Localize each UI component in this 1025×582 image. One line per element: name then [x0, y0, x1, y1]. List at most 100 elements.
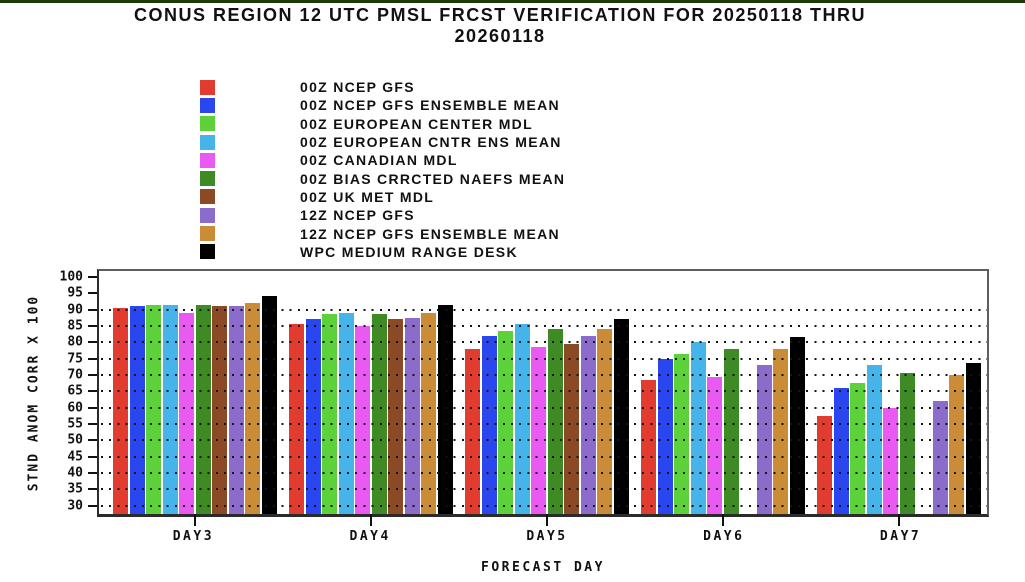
- y-tick-mark: [88, 455, 97, 458]
- bar-day4-00z-european-center-mdl: [322, 314, 338, 514]
- legend-swatch-00z-ncep-gfs-ensemble-mean: [200, 97, 215, 113]
- bar-day3-00z-ncep-gfs: [113, 307, 129, 514]
- legend-label: WPC MEDIUM RANGE DESK: [300, 243, 518, 260]
- chart-title-line1: CONUS REGION 12 UTC PMSL FRCST VERIFICAT…: [134, 5, 866, 25]
- y-tick-mark: [88, 373, 97, 376]
- legend-label: 12Z NCEP GFS: [300, 207, 415, 224]
- bar-day6-12z-ncep-gfs-ensemble-mean: [773, 348, 789, 514]
- bar-day3-12z-ncep-gfs: [228, 306, 244, 514]
- y-tick-mark: [88, 439, 97, 442]
- legend-swatch-00z-european-cntr-ens-mean: [200, 134, 215, 150]
- bar-day6-00z-ncep-gfs-ensemble-mean: [657, 358, 673, 514]
- y-tick-label-55: 55: [67, 416, 83, 432]
- legend-label: 00Z BIAS CRRCTED NAEFS MEAN: [300, 170, 566, 187]
- y-tick-label-35: 35: [67, 481, 83, 497]
- x-tick-mark-day6: [722, 514, 724, 526]
- bar-day6-12z-ncep-gfs: [756, 365, 772, 514]
- x-tick-label-day3: DAY3: [172, 529, 215, 544]
- y-tick-label-75: 75: [67, 351, 83, 367]
- chart-title: CONUS REGION 12 UTC PMSL FRCST VERIFICAT…: [0, 5, 1000, 47]
- bar-day5-wpc-medium-range-desk: [613, 319, 629, 514]
- y-tick-label-90: 90: [67, 302, 83, 318]
- bar-day6-00z-european-cntr-ens-mean: [690, 342, 706, 514]
- x-axis-title: FORECAST DAY: [481, 560, 605, 575]
- bar-day4-00z-canadian-mdl: [355, 325, 371, 514]
- y-tick-mark: [88, 504, 97, 507]
- x-axis-labels: DAY3 DAY4 DAY5 DAY6 DAY7: [97, 529, 989, 544]
- bar-day4-00z-ncep-gfs: [289, 324, 305, 514]
- legend-item-12z-ncep-gfs-ensemble-mean: 12Z NCEP GFS ENSEMBLE MEAN: [200, 224, 565, 242]
- bar-day3-00z-bias-crrcted-naefs-mean: [195, 304, 211, 514]
- y-tick-mark: [88, 471, 97, 474]
- chart-title-line2: 20260118: [454, 26, 546, 46]
- bar-group-day4: [283, 271, 459, 514]
- y-tick-label-95: 95: [67, 285, 83, 301]
- y-tick-label-65: 65: [67, 383, 83, 399]
- legend: 00Z NCEP GFS 00Z NCEP GFS ENSEMBLE MEAN 00…: [200, 78, 565, 261]
- bar-day5-00z-canadian-mdl: [531, 347, 547, 514]
- x-tick-label-day6: DAY6: [703, 529, 745, 544]
- x-tick-label-day7: DAY7: [879, 529, 922, 544]
- bar-day6-wpc-medium-range-desk: [789, 337, 805, 514]
- bar-day4-12z-ncep-gfs-ensemble-mean: [421, 312, 437, 514]
- bar-day3-00z-european-cntr-ens-mean: [162, 304, 178, 514]
- y-tick-label-85: 85: [67, 318, 83, 334]
- bar-day4-00z-bias-crrcted-naefs-mean: [371, 314, 387, 514]
- x-tick-mark-day3: [194, 514, 196, 526]
- y-tick-label-80: 80: [67, 334, 83, 350]
- legend-swatch-00z-european-center-mdl: [200, 116, 215, 132]
- legend-label: 00Z NCEP GFS: [300, 79, 415, 96]
- bar-day3-00z-european-center-mdl: [146, 304, 162, 514]
- bar-day6-00z-ncep-gfs: [641, 379, 657, 514]
- y-tick-mark: [88, 308, 97, 311]
- bar-day5-00z-european-center-mdl: [498, 330, 514, 514]
- bar-day6-00z-canadian-mdl: [707, 376, 723, 514]
- bar-series-container: [99, 271, 987, 514]
- legend-item-wpc-medium-range-desk: WPC MEDIUM RANGE DESK: [200, 243, 565, 261]
- y-tick-mark: [88, 324, 97, 327]
- y-tick-label-45: 45: [67, 449, 83, 465]
- legend-item-00z-uk-met-mdl: 00Z UK MET MDL: [200, 188, 565, 206]
- bar-group-day5: [459, 271, 635, 514]
- bar-day4-00z-ncep-gfs-ensemble-mean: [305, 319, 321, 514]
- legend-item-00z-ncep-gfs: 00Z NCEP GFS: [200, 78, 565, 96]
- bar-day4-00z-uk-met-mdl: [388, 319, 404, 514]
- bar-day3-00z-canadian-mdl: [179, 312, 195, 514]
- legend-swatch-12z-ncep-gfs-ensemble-mean: [200, 226, 215, 242]
- y-tick-mark: [88, 341, 97, 344]
- y-tick-label-60: 60: [67, 400, 83, 416]
- bar-group-day3: [107, 271, 283, 514]
- bar-day7-00z-european-cntr-ens-mean: [866, 365, 882, 514]
- x-tick-label-day4: DAY4: [349, 529, 391, 544]
- bar-day4-12z-ncep-gfs: [404, 317, 420, 514]
- legend-label: 00Z CANADIAN MDL: [300, 152, 458, 169]
- legend-swatch-12z-ncep-gfs: [200, 207, 215, 223]
- y-tick-label-100: 100: [59, 269, 83, 285]
- bar-day6-00z-bias-crrcted-naefs-mean: [723, 348, 739, 514]
- top-border-line: [0, 0, 1025, 3]
- y-tick-label-50: 50: [67, 432, 83, 448]
- legend-item-00z-european-center-mdl: 00Z EUROPEAN CENTER MDL: [200, 115, 565, 133]
- x-tick-mark-day5: [546, 514, 548, 526]
- bar-day3-00z-ncep-gfs-ensemble-mean: [129, 306, 145, 514]
- bar-day5-00z-uk-met-mdl: [564, 343, 580, 514]
- legend-label: 00Z EUROPEAN CNTR ENS MEAN: [300, 134, 562, 151]
- bar-day7-00z-canadian-mdl: [883, 407, 899, 514]
- y-tick-mark: [88, 390, 97, 393]
- bar-day5-00z-european-cntr-ens-mean: [514, 324, 530, 514]
- legend-swatch-00z-bias-crrcted-naefs-mean: [200, 171, 215, 187]
- bar-day4-wpc-medium-range-desk: [437, 304, 453, 514]
- legend-item-00z-canadian-mdl: 00Z CANADIAN MDL: [200, 151, 565, 169]
- legend-item-12z-ncep-gfs: 12Z NCEP GFS: [200, 206, 565, 224]
- bar-day5-00z-bias-crrcted-naefs-mean: [547, 329, 563, 514]
- y-tick-mark: [88, 406, 97, 409]
- bar-day7-wpc-medium-range-desk: [965, 363, 981, 514]
- plot-area: [97, 269, 989, 526]
- legend-item-00z-ncep-gfs-ensemble-mean: 00Z NCEP GFS ENSEMBLE MEAN: [200, 96, 565, 114]
- x-tick-mark-day4: [370, 514, 372, 526]
- bar-day7-00z-bias-crrcted-naefs-mean: [899, 373, 915, 514]
- y-tick-mark: [88, 275, 97, 278]
- legend-label: 00Z NCEP GFS ENSEMBLE MEAN: [300, 97, 560, 114]
- bar-day3-00z-uk-met-mdl: [212, 306, 228, 514]
